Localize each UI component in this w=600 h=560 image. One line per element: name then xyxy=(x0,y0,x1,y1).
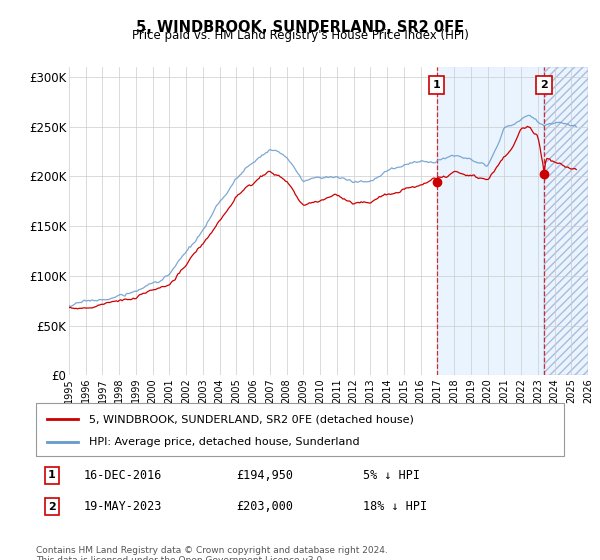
Text: 2: 2 xyxy=(48,502,56,511)
Text: 1: 1 xyxy=(48,470,56,480)
Text: HPI: Average price, detached house, Sunderland: HPI: Average price, detached house, Sund… xyxy=(89,436,359,446)
Bar xyxy=(544,67,588,375)
Bar xyxy=(544,67,588,375)
Text: 2: 2 xyxy=(540,80,548,90)
Text: £203,000: £203,000 xyxy=(236,500,293,513)
Text: £194,950: £194,950 xyxy=(236,469,293,482)
Text: 5% ↓ HPI: 5% ↓ HPI xyxy=(364,469,421,482)
Text: 16-DEC-2016: 16-DEC-2016 xyxy=(83,469,162,482)
Text: 5, WINDBROOK, SUNDERLAND, SR2 0FE: 5, WINDBROOK, SUNDERLAND, SR2 0FE xyxy=(136,20,464,35)
Bar xyxy=(437,67,544,375)
Text: 18% ↓ HPI: 18% ↓ HPI xyxy=(364,500,427,513)
Text: 19-MAY-2023: 19-MAY-2023 xyxy=(83,500,162,513)
Text: 1: 1 xyxy=(433,80,440,90)
Text: Contains HM Land Registry data © Crown copyright and database right 2024.
This d: Contains HM Land Registry data © Crown c… xyxy=(36,546,388,560)
Text: 5, WINDBROOK, SUNDERLAND, SR2 0FE (detached house): 5, WINDBROOK, SUNDERLAND, SR2 0FE (detac… xyxy=(89,414,413,424)
FancyBboxPatch shape xyxy=(36,403,564,456)
Text: Price paid vs. HM Land Registry's House Price Index (HPI): Price paid vs. HM Land Registry's House … xyxy=(131,29,469,42)
